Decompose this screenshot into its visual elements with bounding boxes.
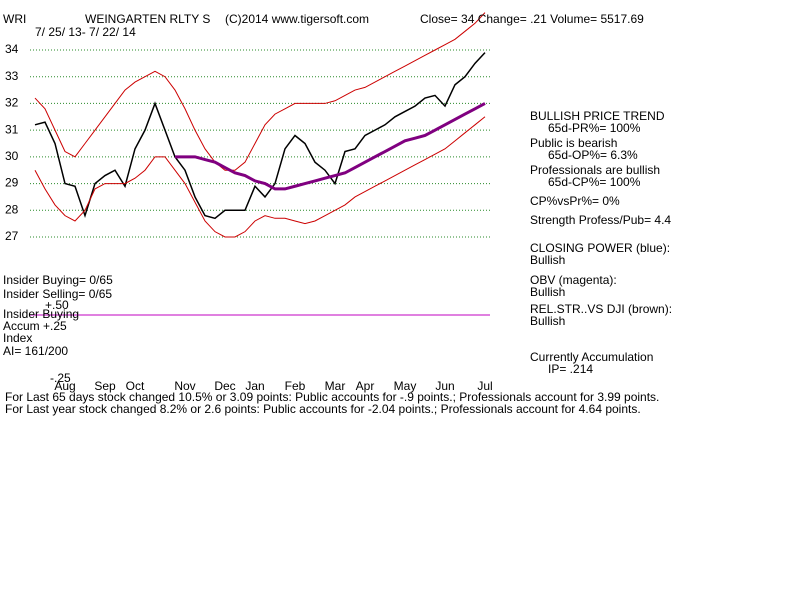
x-tick-label: Oct [126,379,145,393]
x-tick-label: Aug [54,379,75,393]
x-tick-label: Feb [285,379,306,393]
x-tick-label: Sep [94,379,116,393]
y-tick-label: 27 [5,229,19,243]
x-tick-label: Apr [356,379,375,393]
annotation: CP%vsPr%= 0% [530,194,620,208]
annotation: (C)2014 www.tigersoft.com [225,12,369,26]
series-line [34,12,486,171]
annotation: 65d-CP%= 100% [548,175,641,189]
annotation: Insider Buying [3,307,79,321]
annotation: Insider Selling= 0/65 [3,287,112,301]
chart-title: WEINGARTEN RLTY S [85,12,210,26]
annotation: Currently Accumulation [530,350,653,364]
annotation: Close= 34 Change= .21 Volume= 5517.69 [420,12,644,26]
annotation: Professionals are bullish [530,163,660,177]
y-tick-label: 29 [5,176,19,190]
annotation: 65d-PR%= 100% [548,121,641,135]
annotation: 7/ 25/ 13- 7/ 22/ 14 [35,25,136,39]
x-tick-label: Nov [174,379,195,393]
annotation: For Last 65 days stock changed 10.5% or … [5,390,659,404]
y-tick-label: 31 [5,122,19,136]
annotation: REL.STR..VS DJI (brown): [530,302,672,316]
series-line [34,116,486,238]
annotation: -.25 [50,371,71,385]
series-line [34,52,486,220]
annotation: CLOSING POWER (blue): [530,241,670,255]
annotation: WRI [3,12,26,26]
annotation: IP= .214 [548,362,593,376]
annotation: 65d-OP%= 6.3% [548,148,638,162]
annotation: Accum +.25 [3,319,67,333]
annotation: For Last year stock changed 8.2% or 2.6 … [5,402,641,416]
x-tick-label: Jan [245,379,264,393]
annotation: Bullish [530,285,565,299]
y-tick-label: 32 [5,96,19,110]
series-line [175,102,486,191]
x-tick-label: Jun [435,379,454,393]
annotation: Index [3,331,32,345]
x-tick-label: Jul [477,379,492,393]
x-tick-label: May [394,379,417,393]
y-tick-label: 34 [5,42,19,56]
annotation: AI= 161/200 [3,344,68,358]
y-tick-label: 28 [5,202,19,216]
annotation: Insider Buying= 0/65 [3,273,113,287]
annotation: +.50 [45,298,69,312]
annotation: Public is bearish [530,136,617,150]
annotation: Bullish [530,314,565,328]
x-tick-label: Dec [214,379,235,393]
annotation: BULLISH PRICE TREND [530,109,665,123]
annotation: Bullish [530,253,565,267]
x-tick-label: Mar [325,379,346,393]
y-tick-label: 33 [5,69,19,83]
y-tick-label: 30 [5,149,19,163]
annotation: OBV (magenta): [530,273,617,287]
annotation: Strength Profess/Pub= 4.4 [530,213,671,227]
